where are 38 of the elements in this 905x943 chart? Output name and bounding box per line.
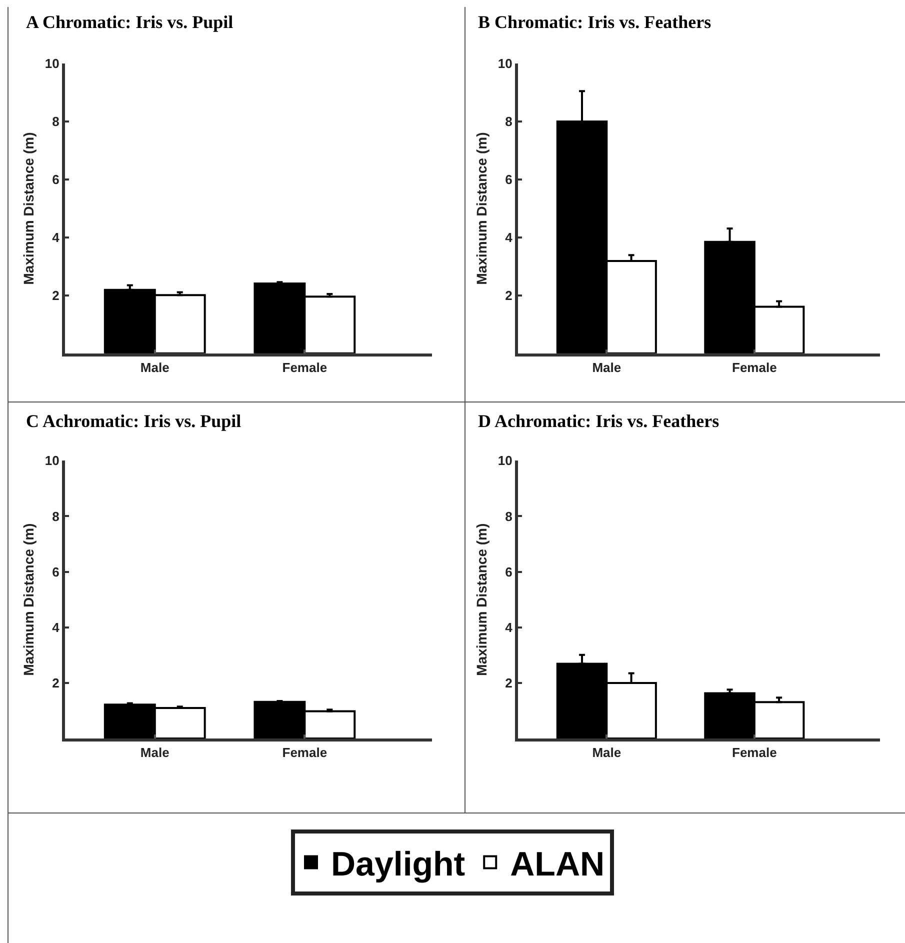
y-tick-label: 2 <box>52 676 60 690</box>
y-tick-label: 2 <box>505 676 512 690</box>
x-tick-label: Male <box>140 360 170 376</box>
x-tick-label: Male <box>592 745 622 760</box>
chart-title: C Achromatic: Iris vs. Pupil <box>26 411 242 431</box>
y-tick-label: 6 <box>52 564 60 580</box>
y-tick-label: 10 <box>498 453 512 468</box>
y-tick-label: 4 <box>52 620 60 635</box>
y-tick-label: 8 <box>52 508 60 524</box>
y-tick-label: 4 <box>505 230 514 246</box>
y-axis-title: Maximum Distance (m) <box>20 523 37 676</box>
y-axis-title: Maximum Distance (m) <box>474 523 490 676</box>
y-tick-label: 6 <box>52 172 60 188</box>
y-tick-label: 2 <box>52 288 60 303</box>
x-tick-label: Male <box>140 745 170 760</box>
legend-label: Daylight <box>331 845 466 884</box>
y-tick-label: 8 <box>505 114 512 130</box>
y-tick-label: 4 <box>52 230 60 246</box>
y-tick-label: 6 <box>505 564 512 580</box>
x-tick-label: Female <box>732 360 777 376</box>
y-tick-label: 8 <box>52 114 60 130</box>
x-tick-label: Female <box>282 745 328 760</box>
chart-title: A Chromatic: Iris vs. Pupil <box>26 12 234 32</box>
y-tick-label: 6 <box>505 172 512 188</box>
x-tick-label: Male <box>592 360 622 376</box>
y-axis-title: Maximum Distance (m) <box>20 132 37 285</box>
y-tick-label: 10 <box>498 56 512 72</box>
legend-label: ALAN <box>510 845 605 884</box>
y-tick-label: 10 <box>44 56 60 72</box>
x-tick-label: Female <box>282 360 328 376</box>
chart-title: B Chromatic: Iris vs. Feathers <box>478 12 712 32</box>
y-tick-label: 4 <box>505 620 514 635</box>
y-tick-label: 8 <box>505 508 512 524</box>
y-tick-label: 10 <box>44 453 60 468</box>
y-tick-label: 2 <box>505 288 512 303</box>
x-tick-label: Female <box>732 745 777 760</box>
y-axis-title: Maximum Distance (m) <box>474 132 490 285</box>
chart-title: D Achromatic: Iris vs. Feathers <box>478 411 720 431</box>
